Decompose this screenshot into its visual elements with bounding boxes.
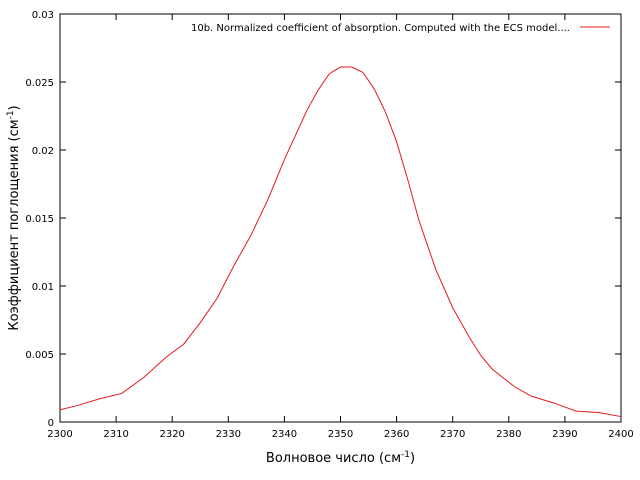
x-tick-label: 2340 <box>272 429 297 440</box>
y-tick-label: 0 <box>48 418 54 429</box>
y-tick-label: 0.005 <box>25 350 54 361</box>
axis-ticks <box>59 13 622 423</box>
series-line-0 <box>59 66 622 418</box>
x-tick-label: 2310 <box>103 429 128 440</box>
x-tick-label: 2390 <box>552 429 577 440</box>
x-axis-title-tail: ) <box>410 451 415 466</box>
tick-labels: 2300 2310 2320 2330 2340 2350 2360 2370 2380 2390… <box>25 10 633 440</box>
y-axis-title-sup: -1 <box>6 110 16 119</box>
y-tick-label: 0.03 <box>32 10 54 21</box>
legend: 10b. Normalized coefficient of absorptio… <box>191 23 610 34</box>
y-axis-title-main: Коэффициент поглощения (см <box>7 119 22 330</box>
x-tick-label: 2400 <box>608 429 633 440</box>
y-axis-title: Коэффициент поглощения (см-1) <box>6 105 22 330</box>
x-tick-label: 2320 <box>159 429 184 440</box>
x-axis-title: Волновое число (см-1) <box>266 450 415 466</box>
y-tick-label: 0.025 <box>25 78 54 89</box>
legend-entry-label: 10b. Normalized coefficient of absorptio… <box>191 23 570 34</box>
y-tick-label: 0.02 <box>32 146 54 157</box>
x-tick-label: 2350 <box>328 429 353 440</box>
x-tick-label: 2330 <box>216 429 241 440</box>
y-tick-label: 0.01 <box>32 282 54 293</box>
x-axis-title-main: Волновое число (см <box>266 451 401 466</box>
y-tick-label: 0.015 <box>25 214 54 225</box>
x-axis-title-sup: -1 <box>401 450 410 460</box>
x-tick-label: 2360 <box>384 429 409 440</box>
x-tick-label: 2380 <box>496 429 521 440</box>
x-tick-label: 2370 <box>440 429 465 440</box>
plot-area <box>59 13 622 423</box>
x-tick-label: 2300 <box>47 429 72 440</box>
y-axis-title-tail: ) <box>7 105 22 110</box>
